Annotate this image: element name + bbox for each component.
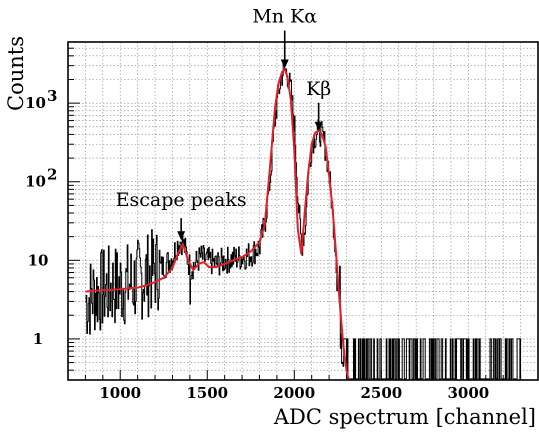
annotation-label: Mn Kα xyxy=(252,6,317,28)
y-tick-label-exponent: 2 xyxy=(47,166,57,184)
y-tick-label-exponent: 3 xyxy=(47,87,57,105)
y-tick-label: 1 xyxy=(33,330,43,348)
annotation-arrowhead xyxy=(314,121,323,131)
annotations-layer: Mn Kα Kβ Escape peaks xyxy=(116,6,331,241)
y-tick-label: 10 xyxy=(28,251,49,269)
series-layer xyxy=(85,60,522,380)
x-axis-label: ADC spectrum [channel] xyxy=(273,405,536,429)
ticks-layer xyxy=(68,47,522,381)
annotation-label: Escape peaks xyxy=(116,189,247,211)
x-tick-label: 2000 xyxy=(273,384,315,402)
y-axis-label: Counts xyxy=(4,36,28,111)
annotation-arrowhead xyxy=(280,59,289,69)
annotation-arrowhead xyxy=(177,231,186,241)
x-tick-label: 1000 xyxy=(99,384,141,402)
y-tick-label: 10 xyxy=(25,94,46,112)
x-tick-label: 1500 xyxy=(186,384,228,402)
x-tick-label: 2500 xyxy=(360,384,402,402)
x-tick-label: 3000 xyxy=(447,384,489,402)
histogram-series xyxy=(85,60,522,380)
y-tick-label: 10 xyxy=(25,173,46,191)
plot-frame xyxy=(67,41,539,381)
annotation-label: Kβ xyxy=(306,78,331,100)
fit-curve-series xyxy=(85,67,350,380)
